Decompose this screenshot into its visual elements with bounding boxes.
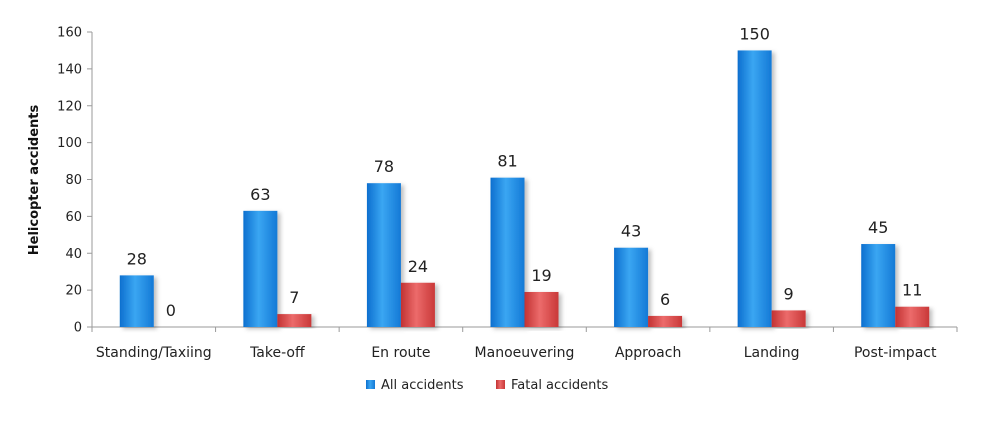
- bars-group: [119, 50, 930, 327]
- y-tick-label: 0: [74, 321, 82, 336]
- data-label-all: 43: [621, 222, 641, 241]
- legend-label: Fatal accidents: [511, 378, 609, 393]
- legend-swatch-all: [366, 380, 375, 389]
- bar-fatal-accidents: [277, 314, 312, 327]
- y-axis-title: Helicopter accidents: [27, 104, 42, 255]
- bar-all-accidents: [490, 177, 525, 327]
- x-tick-label: Approach: [615, 345, 682, 361]
- y-tick-label: 80: [65, 173, 82, 188]
- bar-fatal-accidents: [895, 306, 930, 327]
- x-axis: Standing/Taxiing Take-off En route Manoeuve…: [91, 326, 958, 361]
- data-label-fatal: 7: [289, 288, 299, 307]
- x-tick-label: En route: [371, 345, 430, 361]
- legend-label: All accidents: [381, 378, 464, 393]
- legend-item: Fatal accidents: [496, 378, 609, 393]
- x-tick-label: Post-impact: [854, 345, 937, 361]
- bar-fatal-accidents: [524, 291, 559, 327]
- data-labels-group: 28 0 63 7 78 24 81 19 43 6 150 9 45 11: [127, 24, 923, 320]
- data-label-all: 28: [127, 249, 147, 268]
- y-tick-label: 100: [57, 136, 82, 151]
- data-label-all: 45: [868, 218, 888, 237]
- y-axis: 0 20 40 60 80 100 120 140 160: [57, 26, 93, 336]
- bar-fatal-accidents: [771, 310, 806, 327]
- data-label-fatal: 24: [408, 257, 428, 276]
- data-label-fatal: 0: [166, 301, 176, 320]
- y-tick-label: 120: [57, 99, 82, 114]
- y-tick-label: 20: [65, 284, 82, 299]
- data-label-all: 150: [739, 24, 770, 43]
- data-label-fatal: 6: [660, 290, 670, 309]
- x-tick-label: Take-off: [249, 345, 305, 361]
- y-tick-label: 160: [57, 26, 82, 41]
- data-label-fatal: 11: [902, 281, 922, 300]
- bar-fatal-accidents: [648, 315, 683, 327]
- bar-all-accidents: [119, 275, 154, 327]
- data-label-fatal: 9: [784, 284, 794, 303]
- legend-swatch-fatal: [496, 380, 505, 389]
- y-tick-label: 140: [57, 62, 82, 77]
- data-label-all: 63: [250, 185, 270, 204]
- y-tick-label: 40: [65, 247, 82, 262]
- y-tick-label: 60: [65, 210, 82, 225]
- data-label-all: 78: [374, 157, 394, 176]
- data-label-fatal: 19: [531, 266, 551, 285]
- legend-item: All accidents: [366, 378, 464, 393]
- data-label-all: 81: [497, 152, 517, 171]
- bar-all-accidents: [366, 183, 401, 327]
- bar-all-accidents: [737, 50, 772, 327]
- bar-all-accidents: [861, 244, 896, 327]
- bar-all-accidents: [614, 247, 649, 327]
- bar-fatal-accidents: [400, 282, 435, 327]
- bar-all-accidents: [243, 210, 278, 327]
- x-tick-label: Manoeuvering: [475, 345, 575, 361]
- legend: All accidents Fatal accidents: [366, 378, 609, 393]
- x-tick-label: Standing/Taxiing: [96, 345, 212, 361]
- x-tick-label: Landing: [744, 345, 800, 361]
